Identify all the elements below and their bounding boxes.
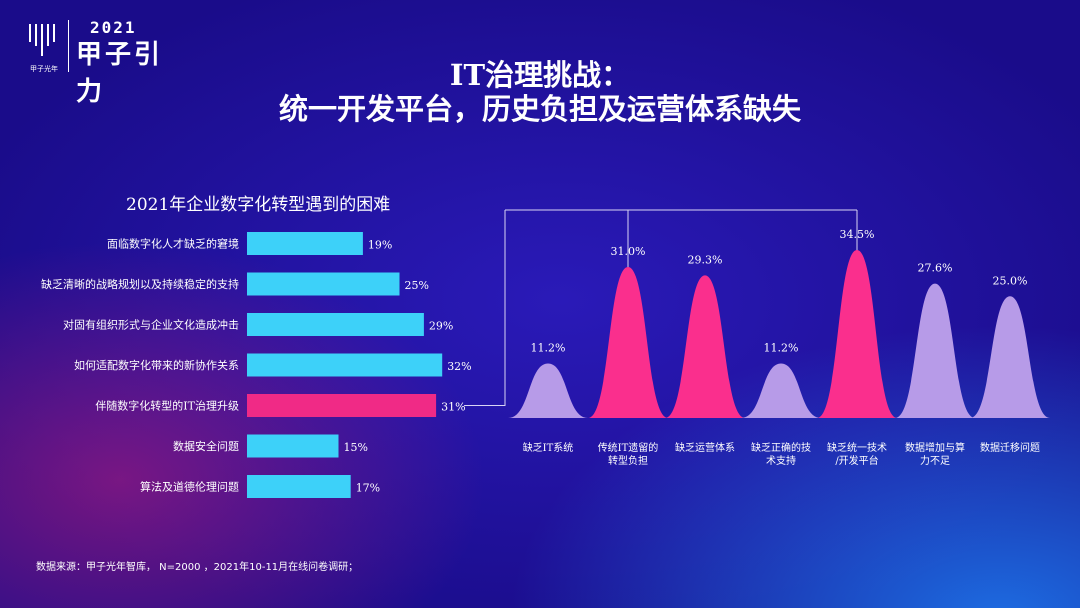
bar-category-label: 面临数字化人才缺乏的窘境	[107, 237, 239, 251]
peak-category-label: 缺乏正确的技	[751, 441, 811, 454]
peak-category-label: 缺乏统一技术	[827, 441, 887, 454]
bar-category-label: 缺乏清晰的战略规划以及持续稳定的支持	[41, 277, 239, 291]
peak-category-label: 数据迁移问题	[980, 441, 1040, 454]
bar-value-label: 25%	[405, 279, 429, 292]
bar-value-label: 29%	[429, 320, 453, 333]
peak	[895, 283, 975, 418]
peak-value-label: 11.2%	[764, 341, 799, 354]
bar	[247, 394, 437, 417]
page-subtitle: 统一开发平台，历史负担及运营体系缺失	[278, 92, 801, 126]
peak-value-label: 29.3%	[688, 253, 723, 266]
peak-category-label: 术支持	[766, 454, 796, 467]
peak-value-label: 25.0%	[993, 274, 1028, 287]
bar	[247, 313, 424, 336]
peak-category-label: 缺乏运营体系	[675, 441, 735, 454]
bar-value-label: 15%	[344, 441, 368, 454]
bar-category-label: 伴随数字化转型的IT治理升级	[95, 399, 239, 413]
bar-category-label: 对固有组织形式与企业文化造成冲击	[63, 318, 239, 332]
brand-logo: 甲子光年 2021 甲子引力	[24, 18, 174, 107]
bar-category-label: 如何适配数字化带来的新协作关系	[74, 358, 239, 372]
peak-category-label: /开发平台	[835, 454, 878, 467]
bar	[247, 272, 400, 296]
peak	[741, 363, 821, 418]
bar-value-label: 17%	[356, 482, 380, 495]
logo-brand: 甲子引力	[76, 40, 164, 107]
bar	[247, 434, 339, 458]
peak	[508, 363, 588, 418]
bar-value-label: 31%	[441, 401, 465, 414]
peak-value-label: 27.6%	[918, 262, 953, 275]
peak-category-label: 数据增加与算	[905, 441, 965, 454]
bar	[247, 475, 351, 498]
bar-value-label: 32%	[447, 360, 471, 373]
peak-category-label: 缺乏IT系统	[523, 441, 574, 454]
peak-category-label: 力不足	[920, 454, 950, 467]
peak-value-label: 34.5%	[840, 228, 875, 241]
peak-category-label: 传统IT遗留的	[598, 441, 659, 454]
peak-value-label: 11.2%	[531, 341, 566, 354]
peak	[970, 296, 1050, 418]
bar	[247, 353, 443, 377]
connector-line	[464, 210, 506, 406]
logo-divider	[68, 20, 69, 72]
bar-chart-title: 2021年企业数字化转型遇到的困难	[126, 195, 391, 215]
data-source-note: 数据来源：甲子光年智库， N=2000 ，2021年10-11月在线问卷调研；	[36, 562, 359, 573]
bar-category-label: 算法及道德伦理问题	[140, 480, 239, 494]
peak-value-label: 31.0%	[611, 245, 646, 258]
logo-year: 2021	[90, 18, 137, 37]
logo-small-text: 甲子光年	[30, 65, 58, 73]
page-title: IT治理挑战：	[449, 58, 631, 92]
peak	[588, 267, 668, 418]
logo-mark-icon	[29, 24, 55, 56]
bar	[247, 232, 363, 255]
bar-value-label: 19%	[368, 239, 392, 252]
bar-category-label: 数据安全问题	[173, 439, 239, 453]
peak	[665, 275, 745, 418]
peak-category-label: 转型负担	[608, 454, 648, 467]
peak	[817, 250, 897, 418]
